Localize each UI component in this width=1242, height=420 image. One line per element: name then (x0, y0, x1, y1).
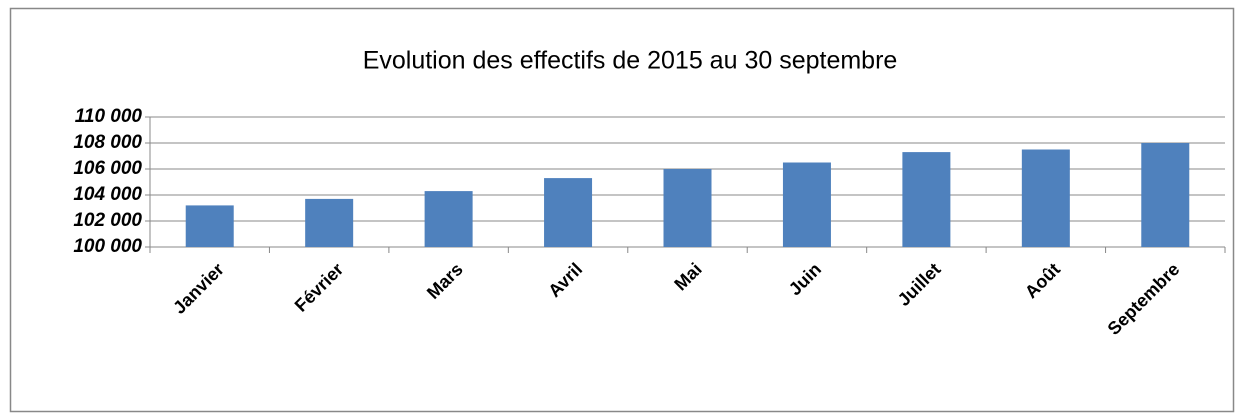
y-tick-label: 100 000 (73, 236, 142, 257)
bar (1021, 149, 1070, 247)
bar (544, 178, 593, 247)
y-tick-label: 110 000 (75, 106, 143, 127)
bar (185, 205, 234, 247)
y-tick-label: 104 000 (73, 184, 142, 205)
bar (1141, 143, 1190, 247)
y-tick-label: 106 000 (73, 158, 142, 179)
bar (305, 198, 354, 247)
bar (902, 152, 951, 247)
bar (663, 169, 712, 247)
bar (782, 162, 831, 247)
y-tick-label: 108 000 (73, 132, 142, 153)
y-tick-label: 102 000 (73, 210, 142, 231)
chart-title: Evolution des effectifs de 2015 au 30 se… (363, 47, 898, 75)
bar (424, 191, 473, 247)
